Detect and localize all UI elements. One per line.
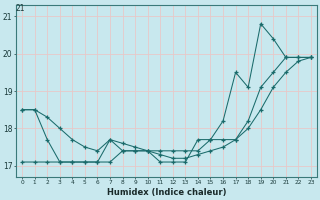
X-axis label: Humidex (Indice chaleur): Humidex (Indice chaleur) [107,188,226,197]
Text: 21: 21 [16,4,25,13]
